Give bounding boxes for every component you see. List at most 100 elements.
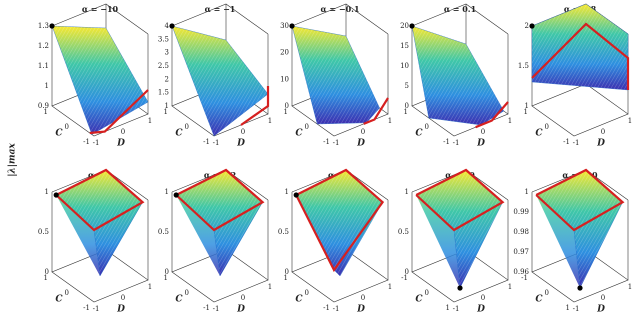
z-tick-label: 1 [525, 102, 529, 110]
d-tick-label: 1 [388, 117, 392, 125]
d-tick-label: 1 [148, 117, 152, 125]
d-tick-label: 0 [481, 128, 485, 136]
c-tick-label: -1 [443, 138, 450, 146]
d-tick-label: -1 [213, 139, 220, 147]
c-tick-label: 1 [44, 274, 48, 282]
z-tick-label: 2 [525, 22, 529, 30]
d-tick-label: -1 [573, 139, 580, 147]
z-tick-label: 2.5 [158, 62, 169, 70]
start-point [409, 23, 415, 29]
d-tick-label: -1 [93, 139, 100, 147]
critical-curve [535, 168, 625, 232]
c-tick-label: -1 [521, 274, 528, 282]
d-tick-label: -1 [213, 305, 220, 313]
d-tick-label: 1 [508, 117, 512, 125]
z-tick-label: 0.5 [38, 228, 49, 236]
start-point [293, 192, 299, 198]
start-point [173, 192, 179, 198]
critical-curve [415, 168, 505, 232]
z-tick-label: 1 [45, 82, 49, 90]
z-tick-label: 0.96 [513, 268, 529, 276]
d-tick-label: -1 [453, 139, 460, 147]
d-tick-label: 0 [121, 128, 125, 136]
start-point [457, 285, 463, 291]
surface-mesh [292, 26, 380, 124]
c-tick-label: 0 [305, 123, 309, 131]
critical-curve [295, 168, 385, 273]
surface-mesh [532, 4, 628, 90]
d-tick-label: 0 [601, 128, 605, 136]
z-tick-label: 3.5 [158, 35, 169, 43]
c-tick-label: 0 [65, 289, 69, 297]
c-tick-label: -1 [323, 304, 330, 312]
c-axis-label: C [535, 129, 543, 139]
c-tick-label: -1 [83, 138, 90, 146]
c-tick-label: -1 [323, 138, 330, 146]
c-axis-label: C [415, 295, 423, 305]
start-point [49, 23, 55, 29]
d-tick-label: 1 [148, 283, 152, 291]
panel-title: α = −0.1 [320, 4, 359, 14]
surface-mesh [172, 26, 268, 136]
d-tick-label: 0 [241, 128, 245, 136]
z-tick-label: 1 [165, 188, 169, 196]
surface-mesh [56, 170, 143, 276]
z-tick-label: 1 [405, 188, 409, 196]
d-tick-label: 1 [268, 117, 272, 125]
surface-mesh [296, 170, 383, 276]
c-tick-label: -1 [203, 138, 210, 146]
c-axis-label: C [175, 295, 183, 305]
critical-curve [363, 97, 389, 125]
d-tick-label: -1 [333, 139, 340, 147]
c-tick-label: 0 [185, 123, 189, 131]
c-axis-label: C [535, 295, 543, 305]
c-tick-label: 1 [284, 108, 288, 116]
z-tick-label: 1 [45, 188, 49, 196]
z-tick-label: 0 [165, 268, 169, 276]
critical-curve [531, 22, 630, 90]
start-point [577, 285, 583, 291]
surface-mesh [176, 170, 263, 276]
start-point [289, 23, 295, 29]
frame-top [291, 3, 389, 35]
critical-curve [175, 168, 265, 232]
c-tick-label: 1 [524, 108, 528, 116]
z-tick-label: 30 [280, 22, 289, 30]
z-tick-label: 4 [165, 22, 170, 30]
d-axis-label: D [476, 305, 485, 315]
z-tick-label: 20 [400, 22, 409, 30]
z-tick-label: 0 [405, 102, 409, 110]
z-tick-label: 0 [285, 268, 289, 276]
c-tick-label: 0 [185, 289, 189, 297]
c-axis-label: C [295, 295, 303, 305]
z-tick-label: 0.5 [398, 228, 409, 236]
z-tick-label: 1 [165, 102, 169, 110]
c-tick-label: 1 [446, 304, 450, 312]
z-tick-label: 1.3 [38, 22, 49, 30]
c-tick-label: 1 [566, 304, 570, 312]
c-tick-label: 0 [425, 289, 429, 297]
d-axis-label: D [356, 305, 365, 315]
surface-mesh [536, 170, 623, 288]
start-point [169, 23, 175, 29]
z-tick-label: 0.97 [513, 248, 529, 256]
start-point [53, 192, 59, 198]
c-tick-label: 0 [425, 123, 429, 131]
critical-curve [55, 168, 145, 232]
c-tick-label: -1 [401, 274, 408, 282]
panel-title: α = 0.1 [444, 4, 476, 14]
d-axis-label: D [356, 139, 365, 149]
z-tick-label: 1 [285, 188, 289, 196]
panel-title: α = −1 [205, 4, 236, 14]
d-axis-label: D [476, 139, 485, 149]
z-tick-label: 10 [400, 62, 409, 70]
d-tick-label: -1 [333, 305, 340, 313]
z-tick-label: 0 [45, 268, 49, 276]
d-tick-label: 0 [481, 294, 485, 302]
z-tick-label: 0.5 [158, 228, 169, 236]
z-tick-label: 1.1 [38, 62, 49, 70]
z-tick-label: 20 [280, 49, 289, 57]
surface-mesh [416, 170, 503, 288]
d-axis-label: D [116, 139, 125, 149]
c-tick-label: 0 [65, 123, 69, 131]
